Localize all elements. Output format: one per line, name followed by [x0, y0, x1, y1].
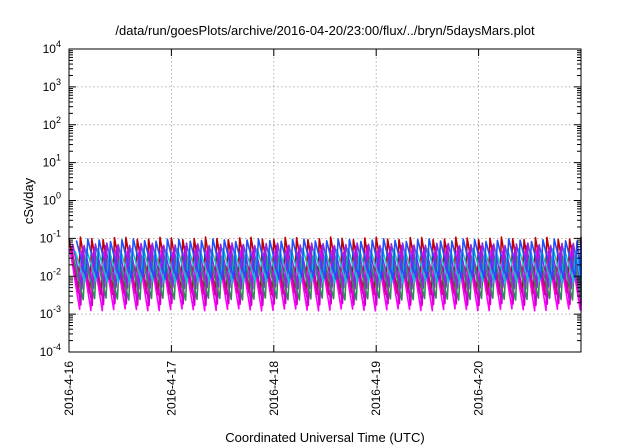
x-tick-label: 2016-4-18: [267, 361, 281, 416]
x-tick-label: 2016-4-17: [164, 361, 178, 416]
y-axis-label: cSv/day: [21, 177, 36, 224]
y-tick-label: 10-3: [40, 304, 61, 321]
x-tick-label: 2016-4-20: [472, 361, 486, 416]
y-tick-label: 101: [43, 153, 61, 170]
series-line: [75, 238, 582, 280]
y-tick-label: 104: [43, 39, 61, 56]
grid-lines: [69, 49, 581, 352]
y-tick-label: 100: [43, 191, 61, 208]
x-axis-label: Coordinated Universal Time (UTC): [225, 430, 424, 445]
y-axis-ticks: 10-4 10-3 10-2 10-1 100 101 102 103 104: [40, 39, 581, 359]
x-tick-label: 2016-4-16: [62, 361, 76, 416]
y-tick-label: 10-4: [40, 342, 61, 359]
x-tick-label: 2016-4-19: [369, 361, 383, 416]
y-tick-label: 10-2: [40, 266, 61, 283]
y-tick-label: 102: [43, 115, 61, 132]
chart-title: /data/run/goesPlots/archive/2016-04-20/2…: [115, 23, 535, 38]
y-tick-label: 10-1: [40, 228, 61, 245]
x-axis-ticks: 2016-4-16 2016-4-17 2016-4-18 2016-4-19 2016…: [62, 49, 486, 416]
y-tick-label: 103: [43, 77, 61, 94]
data-series: [68, 236, 582, 312]
